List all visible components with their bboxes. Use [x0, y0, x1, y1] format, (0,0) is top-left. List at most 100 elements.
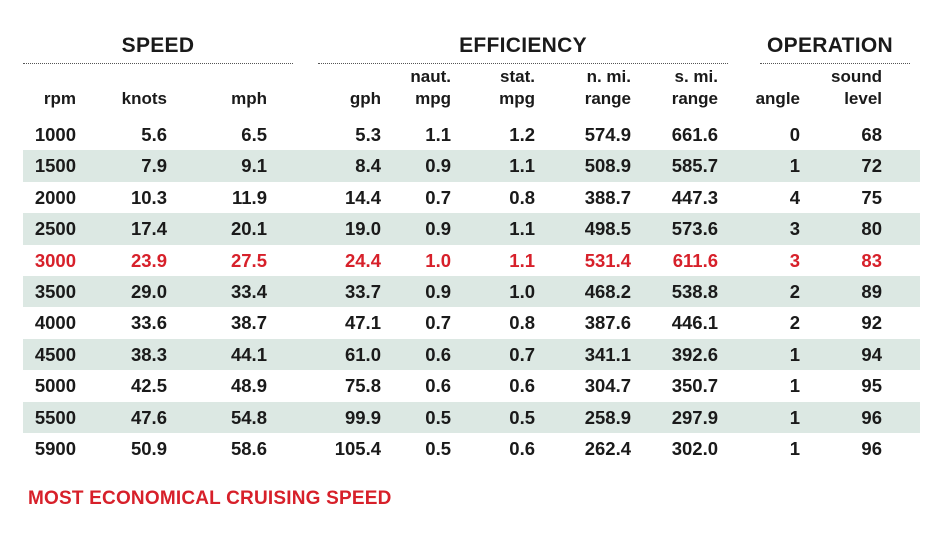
column-header-gph: gph [349, 89, 381, 108]
cell-knots: 47.6 [130, 406, 167, 428]
table-row: 1000 5.6 6.5 5.3 1.1 1.2 574.9 661.6 0 68 [23, 119, 920, 150]
cell-angle: 1 [789, 375, 800, 397]
table-row: 2000 10.3 11.9 14.4 0.7 0.8 388.7 447.3 4 75 [23, 182, 920, 213]
cell-naut-mpg: 0.6 [425, 343, 451, 365]
cell-naut-mpg: 0.7 [425, 312, 451, 334]
cell-naut-mpg: 0.7 [425, 186, 451, 208]
cell-knots: 23.9 [130, 249, 167, 271]
cell-s-mi-range: 611.6 [672, 249, 718, 271]
cell-stat-mpg: 0.8 [509, 186, 535, 208]
cell-gph: 24.4 [344, 249, 381, 271]
cell-n-mi-range: 304.7 [584, 375, 631, 397]
column-header-angle: angle [755, 89, 800, 108]
cell-stat-mpg: 1.0 [509, 280, 535, 302]
cell-sound-level: 68 [861, 124, 882, 145]
cell-rpm: 4500 [34, 343, 76, 365]
cell-mph: 58.6 [230, 437, 267, 459]
cell-rpm: 1500 [34, 155, 76, 177]
cell-mph: 38.7 [230, 312, 267, 334]
cell-rpm: 4000 [34, 312, 76, 334]
column-header-s-mi-range: s. mi. range [671, 67, 718, 108]
table-row: 5500 47.6 54.8 99.9 0.5 0.5 258.9 297.9 1 96 [23, 401, 920, 433]
cell-stat-mpg: 1.1 [509, 249, 535, 271]
group-rule-speed [23, 63, 293, 64]
cell-knots: 7.9 [141, 155, 167, 177]
cell-sound-level: 72 [861, 155, 882, 177]
group-heading-efficiency: EFFICIENCY [459, 34, 587, 57]
cell-rpm: 2000 [34, 186, 76, 208]
table-row: 3500 29.0 33.4 33.7 0.9 1.0 468.2 538.8 2 89 [23, 275, 920, 308]
cell-rpm: 5900 [34, 437, 76, 459]
cell-sound-level: 89 [861, 280, 882, 302]
cell-angle: 2 [789, 280, 800, 302]
cell-sound-level: 92 [861, 312, 882, 334]
highlight-legend: MOST ECONOMICAL CRUISING SPEED [28, 488, 392, 509]
table-row: 5900 50.9 58.6 105.4 0.5 0.6 262.4 302.0 1 96 [23, 433, 920, 464]
cell-stat-mpg: 0.7 [509, 343, 535, 365]
group-rule-operation [760, 63, 910, 64]
cell-mph: 54.8 [230, 406, 267, 428]
cell-naut-mpg: 0.9 [425, 280, 451, 302]
cell-s-mi-range: 446.1 [671, 312, 718, 334]
cell-mph: 9.1 [241, 155, 267, 177]
cell-rpm: 5500 [34, 406, 76, 428]
cell-stat-mpg: 1.2 [509, 124, 535, 145]
cell-s-mi-range: 297.9 [671, 406, 718, 428]
cell-stat-mpg: 1.1 [509, 155, 535, 177]
cell-sound-level: 96 [861, 406, 882, 428]
cell-gph: 19.0 [344, 218, 381, 240]
cell-sound-level: 80 [861, 218, 882, 240]
group-heading-speed: SPEED [121, 34, 195, 57]
cell-n-mi-range: 387.6 [584, 312, 631, 334]
cell-n-mi-range: 341.1 [584, 343, 631, 365]
cell-gph: 99.9 [344, 406, 381, 428]
cell-n-mi-range: 388.7 [584, 186, 631, 208]
cell-angle: 3 [789, 218, 800, 240]
cell-mph: 44.1 [230, 343, 267, 365]
cell-mph: 6.5 [241, 124, 267, 145]
column-header-knots: knots [121, 89, 167, 108]
cell-gph: 61.0 [344, 343, 381, 365]
cell-mph: 27.5 [230, 249, 267, 271]
cell-s-mi-range: 661.6 [671, 124, 718, 145]
column-header-mph: mph [231, 89, 267, 108]
column-header-rpm: rpm [43, 89, 76, 108]
cell-angle: 0 [789, 124, 800, 145]
cell-naut-mpg: 0.9 [425, 218, 451, 240]
cell-gph: 105.4 [334, 437, 381, 459]
cell-angle: 2 [789, 312, 800, 334]
cell-stat-mpg: 0.8 [509, 312, 535, 334]
table-row: 4000 33.6 38.7 47.1 0.7 0.8 387.6 446.1 2 92 [23, 307, 920, 338]
cell-mph: 11.9 [232, 186, 267, 208]
cell-rpm: 2500 [34, 218, 76, 240]
cell-knots: 17.4 [130, 218, 167, 240]
cell-sound-level: 94 [861, 343, 882, 365]
cell-sound-level: 83 [861, 249, 882, 271]
cell-sound-level: 75 [861, 186, 882, 208]
cell-s-mi-range: 573.6 [671, 218, 718, 240]
cell-rpm: 5000 [34, 375, 76, 397]
cell-s-mi-range: 302.0 [671, 437, 718, 459]
cell-rpm: 1000 [34, 124, 76, 145]
cell-gph: 14.4 [344, 186, 381, 208]
cell-mph: 20.1 [230, 218, 267, 240]
cell-n-mi-range: 262.4 [584, 437, 631, 459]
cell-angle: 1 [789, 155, 800, 177]
table-row: 1500 7.9 9.1 8.4 0.9 1.1 508.9 585.7 1 72 [23, 150, 920, 182]
cell-s-mi-range: 392.6 [671, 343, 718, 365]
cell-stat-mpg: 0.5 [509, 406, 535, 428]
cell-stat-mpg: 0.6 [509, 375, 535, 397]
cell-angle: 1 [789, 437, 800, 459]
cell-naut-mpg: 0.5 [425, 406, 451, 428]
cell-knots: 50.9 [130, 437, 167, 459]
cell-n-mi-range: 531.4 [584, 249, 631, 271]
cell-knots: 42.5 [130, 375, 167, 397]
cell-naut-mpg: 1.1 [425, 124, 451, 145]
table-row: 5000 42.5 48.9 75.8 0.6 0.6 304.7 350.7 1 95 [23, 370, 920, 401]
cell-n-mi-range: 468.2 [584, 280, 631, 302]
cell-naut-mpg: 0.5 [425, 437, 451, 459]
cell-s-mi-range: 585.7 [671, 155, 718, 177]
group-heading-operation: OPERATION [767, 34, 893, 57]
column-header-n-mi-range: n. mi. range [584, 67, 631, 108]
cell-gph: 33.7 [344, 280, 381, 302]
